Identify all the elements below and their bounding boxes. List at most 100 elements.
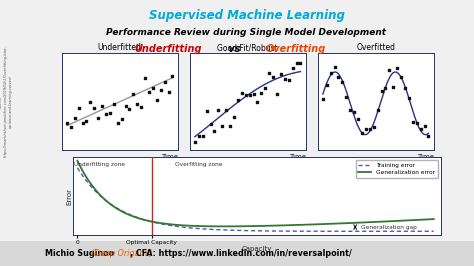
Point: [165, 90, 173, 94]
Point: [293, 61, 301, 65]
Point: [350, 109, 358, 114]
Text: , CFA: https://www.linkedin.com/in/reversalpoint/: , CFA: https://www.linkedin.com/in/rever…: [130, 249, 352, 258]
Point: [141, 76, 149, 80]
X-axis label: Capacity: Capacity: [242, 246, 273, 252]
Point: [149, 86, 157, 90]
Point: [191, 140, 199, 144]
Point: [203, 109, 210, 113]
Point: [354, 117, 362, 121]
Text: vs: vs: [225, 44, 244, 54]
Point: [137, 105, 145, 110]
Point: [366, 127, 374, 131]
Point: [230, 115, 238, 119]
Point: [327, 71, 335, 76]
Point: [358, 131, 366, 135]
Text: Michio Suginoo: Michio Suginoo: [45, 249, 117, 258]
Point: [370, 124, 377, 129]
Point: [331, 65, 338, 69]
Text: Time: Time: [417, 154, 434, 160]
Point: [346, 108, 354, 112]
Y-axis label: Error: Error: [66, 188, 72, 205]
Point: [195, 134, 202, 138]
Point: [215, 108, 222, 113]
Point: [265, 70, 273, 75]
Point: [87, 100, 94, 104]
Point: [106, 110, 114, 115]
Text: Time: Time: [161, 154, 178, 160]
Point: [153, 98, 161, 102]
Point: [63, 121, 71, 125]
Title: Underfitted: Underfitted: [98, 43, 142, 52]
Point: [114, 121, 121, 125]
Point: [118, 117, 126, 122]
Text: Source:
https://rmartinshort.jimdofree.com/2019/02/17/overfitting-bias-
variance: Source: https://rmartinshort.jimdofree.c…: [0, 45, 12, 157]
Point: [91, 106, 98, 110]
Point: [421, 124, 428, 128]
Point: [289, 66, 296, 70]
Point: [67, 125, 74, 130]
Point: [273, 92, 281, 97]
Point: [362, 127, 370, 131]
Point: [82, 119, 90, 123]
Point: [71, 116, 79, 120]
Point: [401, 86, 409, 90]
Point: [157, 88, 164, 92]
Point: [246, 93, 254, 97]
Point: [126, 107, 133, 111]
Text: Overfitting: Overfitting: [266, 44, 327, 54]
Point: [199, 134, 207, 138]
Point: [234, 98, 242, 103]
Point: [319, 97, 327, 101]
Point: [210, 128, 218, 133]
Point: [145, 90, 153, 94]
Text: Underfitting: Underfitting: [135, 44, 202, 54]
Text: Underfitting zone: Underfitting zone: [73, 163, 125, 167]
Point: [281, 77, 289, 81]
Point: [110, 102, 118, 106]
Point: [385, 67, 393, 72]
Text: (Deep Origami): (Deep Origami): [91, 249, 153, 258]
Point: [257, 91, 265, 95]
Point: [297, 61, 304, 65]
Point: [338, 80, 346, 84]
Point: [269, 75, 277, 79]
Point: [98, 104, 106, 109]
Point: [393, 66, 401, 70]
Point: [79, 121, 86, 125]
Point: [405, 95, 413, 100]
Point: [374, 108, 382, 112]
Point: [335, 74, 342, 79]
Point: [285, 78, 292, 82]
Point: [134, 102, 141, 106]
Point: [242, 93, 249, 97]
Point: [94, 116, 102, 120]
Point: [417, 127, 424, 131]
Text: Time: Time: [289, 154, 306, 160]
Point: [222, 107, 230, 112]
Point: [378, 89, 385, 93]
Point: [169, 74, 176, 78]
Text: Performance Review during Single Model Development: Performance Review during Single Model D…: [107, 28, 386, 37]
Point: [343, 95, 350, 99]
Point: [397, 75, 405, 79]
Point: [75, 106, 82, 110]
Text: Supervised Machine Learning: Supervised Machine Learning: [148, 9, 345, 22]
Point: [409, 119, 417, 124]
Point: [207, 122, 214, 127]
Title: Good Fit/Robust: Good Fit/Robust: [217, 43, 278, 52]
Point: [323, 82, 330, 87]
Point: [161, 80, 168, 84]
Point: [238, 90, 246, 95]
Point: [262, 86, 269, 90]
Point: [219, 123, 226, 128]
Point: [277, 72, 285, 76]
Point: [250, 92, 257, 96]
Point: [102, 112, 110, 117]
Text: Overfitting zone: Overfitting zone: [174, 163, 222, 167]
Point: [425, 134, 432, 138]
Point: [413, 121, 420, 126]
Legend: Training error, Generalization error: Training error, Generalization error: [356, 160, 438, 178]
Point: [390, 85, 397, 89]
Point: [122, 104, 129, 109]
Title: Overfitted: Overfitted: [356, 43, 395, 52]
